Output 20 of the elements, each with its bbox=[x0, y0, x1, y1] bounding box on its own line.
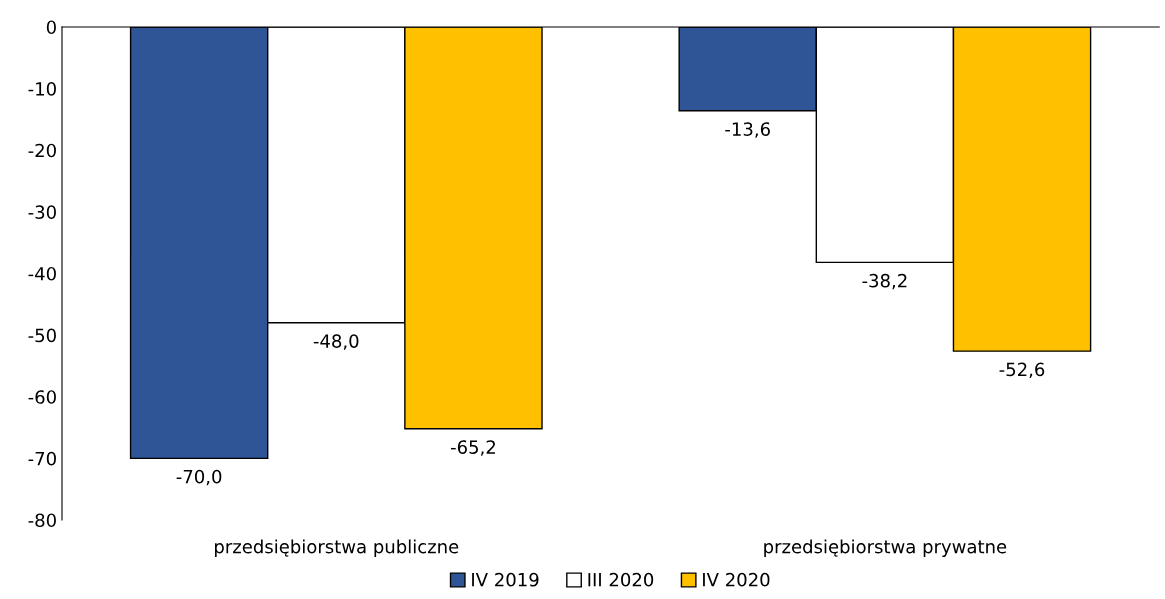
y-tick-label: -30 bbox=[28, 205, 56, 219]
y-tick-label: -60 bbox=[28, 390, 56, 404]
data-label: -38,2 bbox=[862, 273, 907, 290]
data-label: -48,0 bbox=[313, 334, 359, 350]
legend-label: IV 2020 bbox=[703, 572, 770, 587]
legend-label: IV 2019 bbox=[472, 572, 539, 587]
y-tick-label: -20 bbox=[28, 143, 56, 158]
y-tick-label: -50 bbox=[28, 328, 56, 343]
legend-label: III 2020 bbox=[588, 572, 654, 587]
data-label: -65,2 bbox=[450, 440, 495, 456]
y-tick-label: -70 bbox=[28, 451, 56, 466]
y-tick-label: -80 bbox=[28, 513, 56, 528]
y-tick-label: 0 bbox=[46, 20, 56, 35]
data-label: -70,0 bbox=[176, 469, 222, 486]
y-tick-label: -10 bbox=[28, 82, 56, 96]
x-tick-label: przedsiębiorstwa prywatne bbox=[764, 539, 1007, 557]
data-label: -13,6 bbox=[725, 122, 770, 138]
data-label: -52,6 bbox=[999, 362, 1045, 379]
y-tick-label: -40 bbox=[28, 266, 56, 281]
x-tick-label: przedsiębiorstwa publiczne bbox=[215, 539, 459, 557]
